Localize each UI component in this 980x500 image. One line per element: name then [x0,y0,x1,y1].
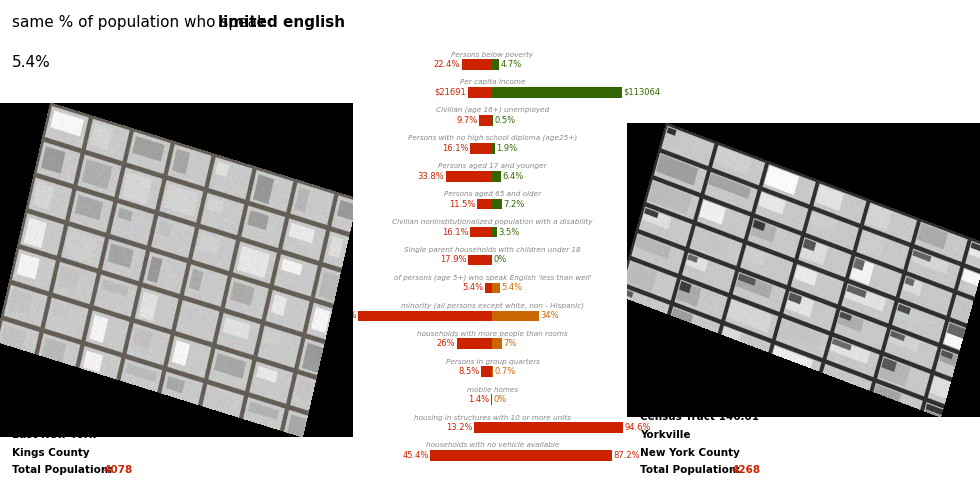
Text: Total Population:: Total Population: [640,465,744,475]
Text: housing in structures with 10 or more units: housing in structures with 10 or more un… [414,414,571,420]
Text: 7.2%: 7.2% [504,200,525,208]
Text: Persons below poverty: Persons below poverty [452,52,533,58]
Text: Single parent households with children under 18: Single parent households with children u… [404,247,581,253]
Text: Census Tract 1116: Census Tract 1116 [12,412,120,422]
Text: households with more people than rooms: households with more people than rooms [417,330,567,337]
Text: mobile homes: mobile homes [466,386,518,392]
Text: 5.4%: 5.4% [12,55,51,70]
Text: 5.4%: 5.4% [501,284,522,292]
Bar [358,310,492,321]
Text: 0.5%: 0.5% [495,116,515,125]
Bar [492,338,502,349]
Text: Census Tract 146.01: Census Tract 146.01 [640,412,759,422]
Text: 4078: 4078 [104,465,132,475]
Text: 6.4%: 6.4% [503,172,524,180]
Text: 1.9%: 1.9% [497,144,517,153]
Text: households with no vehicle available: households with no vehicle available [425,442,560,448]
Text: of persons (age 5+) who speak English 'less than well': of persons (age 5+) who speak English 'l… [394,274,591,281]
Bar [467,87,492,98]
Text: 0%: 0% [494,395,507,404]
Bar [492,171,501,181]
Bar [492,282,500,293]
Text: 9.7%: 9.7% [457,116,477,125]
Text: Kings County: Kings County [12,448,89,458]
Bar [462,59,492,70]
Text: 0%: 0% [494,256,507,264]
Text: Persons aged 65 and older: Persons aged 65 and older [444,191,541,197]
Text: 16.1%: 16.1% [442,228,468,236]
Text: New York County: New York County [640,448,740,458]
Bar [485,282,492,293]
Text: East New York: East New York [12,430,96,440]
Text: 11.5%: 11.5% [449,200,475,208]
Text: $113064: $113064 [623,88,661,97]
Text: 45.4%: 45.4% [402,451,428,460]
Text: Yorkville: Yorkville [640,430,691,440]
Bar [479,115,492,126]
Text: Civilian (age 16+) unemployed: Civilian (age 16+) unemployed [436,107,549,114]
Text: Total Population:: Total Population: [12,465,116,475]
Text: 16.1%: 16.1% [442,144,468,153]
Text: 33.8%: 33.8% [417,172,445,180]
Bar [491,394,492,405]
Bar [492,227,497,237]
Text: minority (all persons except white, non - Hispanic): minority (all persons except white, non … [401,302,584,309]
Bar [470,227,492,237]
Text: 34%: 34% [541,312,560,320]
Text: 97.6%: 97.6% [330,312,357,320]
Bar [446,171,492,181]
Text: 5.4%: 5.4% [463,284,484,292]
Text: 17.9%: 17.9% [440,256,466,264]
Bar [430,450,492,461]
Text: Per capita income: Per capita income [460,80,525,86]
Text: 4.7%: 4.7% [501,60,521,69]
Text: 0.7%: 0.7% [495,367,516,376]
Text: $21691: $21691 [434,88,466,97]
Text: 13.2%: 13.2% [447,423,473,432]
Bar [492,422,622,433]
Text: 7%: 7% [504,340,516,348]
Text: 26%: 26% [437,340,456,348]
Text: Persons in group quarters: Persons in group quarters [446,358,539,364]
Text: 1.4%: 1.4% [468,395,489,404]
Text: Persons aged 17 and younger: Persons aged 17 and younger [438,164,547,170]
Text: Civilian noninstitutionalized population with a disability: Civilian noninstitutionalized population… [392,219,593,225]
Bar [492,199,503,209]
Text: 8.5%: 8.5% [458,367,479,376]
Text: Persons with no high school diploma (age25+): Persons with no high school diploma (age… [408,134,577,141]
Text: 4268: 4268 [732,465,760,475]
Text: 22.4%: 22.4% [434,60,461,69]
Text: 3.5%: 3.5% [499,228,520,236]
Text: limited english: limited english [219,15,346,30]
Text: 87.2%: 87.2% [613,451,641,460]
Bar [470,143,492,154]
Bar [457,338,492,349]
Bar [481,366,492,377]
Bar [467,254,492,266]
Bar [492,143,495,154]
Text: 94.6%: 94.6% [624,423,651,432]
Text: same % of population who speak: same % of population who speak [12,15,270,30]
Bar [492,450,612,461]
Bar [476,199,492,209]
Bar [492,310,539,321]
Bar [492,59,499,70]
Bar [492,87,622,98]
Bar [474,422,492,433]
